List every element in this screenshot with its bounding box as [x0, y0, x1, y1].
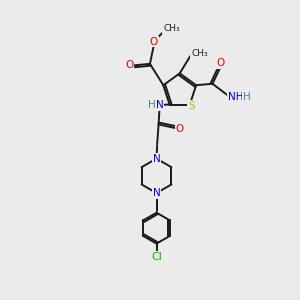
Text: N: N [153, 188, 160, 198]
Text: O: O [150, 37, 158, 46]
Text: O: O [125, 60, 133, 70]
Text: Cl: Cl [151, 252, 162, 262]
Text: O: O [217, 58, 225, 68]
Text: N: N [153, 154, 160, 164]
Text: CH₃: CH₃ [191, 49, 208, 58]
Text: H: H [243, 92, 250, 102]
Text: H: H [148, 100, 156, 110]
Text: CH₃: CH₃ [163, 24, 180, 33]
Text: NH: NH [228, 92, 243, 102]
Text: N: N [156, 100, 164, 110]
Text: S: S [188, 101, 195, 111]
Text: O: O [176, 124, 184, 134]
